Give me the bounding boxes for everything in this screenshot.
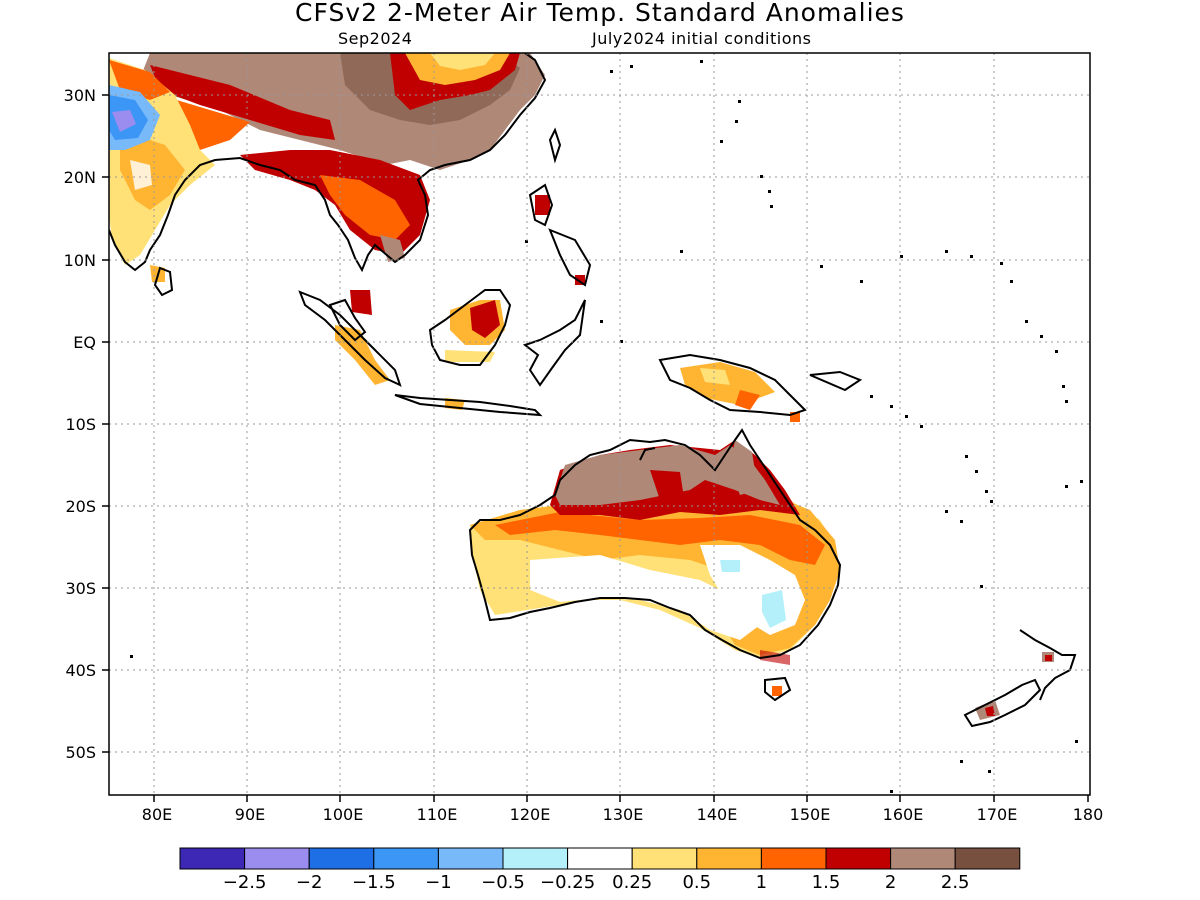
colorbar-swatch	[373, 847, 439, 870]
colorbar-label: 1	[756, 872, 767, 893]
anomaly-shading	[109, 53, 1054, 720]
lat-label: 10N	[64, 251, 96, 270]
colorbar-label: −1.5	[352, 872, 396, 893]
colorbar-swatch	[567, 847, 633, 870]
lon-label: 160E	[883, 805, 924, 824]
colorbar-swatch	[631, 847, 698, 870]
lon-label: 140E	[697, 805, 738, 824]
lon-label: 110E	[417, 805, 458, 824]
colorbar-swatch	[760, 847, 827, 870]
colorbar-swatch	[696, 847, 762, 870]
lat-label: 30S	[65, 579, 96, 598]
lat-label: 20N	[64, 168, 96, 187]
colorbar-label: 0.5	[682, 872, 711, 893]
colorbar-label: −2	[296, 872, 323, 893]
colorbar-swatch	[308, 847, 375, 870]
lat-label: 30N	[64, 86, 96, 105]
colorbar-swatch	[179, 847, 246, 870]
colorbar-label: 0.25	[612, 872, 652, 893]
lon-label: 130E	[603, 805, 644, 824]
colorbar-label: 2	[885, 872, 896, 893]
small-islands	[130, 60, 1083, 793]
lat-label: 20S	[65, 497, 96, 516]
lat-label: 50S	[65, 743, 96, 762]
colorbar-label: −1	[425, 872, 452, 893]
lat-label: 40S	[65, 661, 96, 680]
lon-label: 170E	[977, 805, 1018, 824]
tick-marks	[102, 94, 1089, 802]
lon-label: 180	[1073, 805, 1104, 824]
colorbar-swatch	[502, 847, 569, 870]
lat-label: EQ	[73, 333, 96, 352]
colorbar-label: 1.5	[812, 872, 841, 893]
gridlines	[109, 53, 1090, 795]
colorbar-label: 2.5	[941, 872, 970, 893]
latitude-labels: 30N 20N 10N EQ 10S 20S 30S 40S 50S	[64, 86, 96, 762]
map-title: CFSv2 2-Meter Air Temp. Standard Anomali…	[295, 0, 905, 27]
lat-label: 10S	[65, 415, 96, 434]
colorbar-label: −0.25	[540, 872, 595, 893]
colorbar-swatch	[890, 847, 956, 870]
colorbar-label: −2.5	[223, 872, 267, 893]
forecast-month: Sep2024	[338, 29, 413, 48]
lon-label: 120E	[510, 805, 551, 824]
colorbar-swatch	[437, 847, 504, 870]
initial-conditions: July2024 initial conditions	[592, 29, 812, 48]
lon-label: 100E	[323, 805, 364, 824]
colorbar	[179, 847, 1021, 870]
lon-label: 80E	[142, 805, 172, 824]
longitude-labels: 80E 90E 100E 110E 120E 130E 140E 150E 16…	[142, 805, 1104, 824]
lon-label: 90E	[235, 805, 265, 824]
colorbar-swatch	[244, 847, 310, 870]
colorbar-swatch	[825, 847, 892, 870]
colorbar-labels: −2.5 −2 −1.5 −1 −0.5 −0.25 0.25 0.5 1 1.5 2 2.5	[223, 872, 970, 893]
colorbar-swatch	[954, 847, 1021, 870]
lon-label: 150E	[790, 805, 831, 824]
colorbar-label: −0.5	[481, 872, 525, 893]
